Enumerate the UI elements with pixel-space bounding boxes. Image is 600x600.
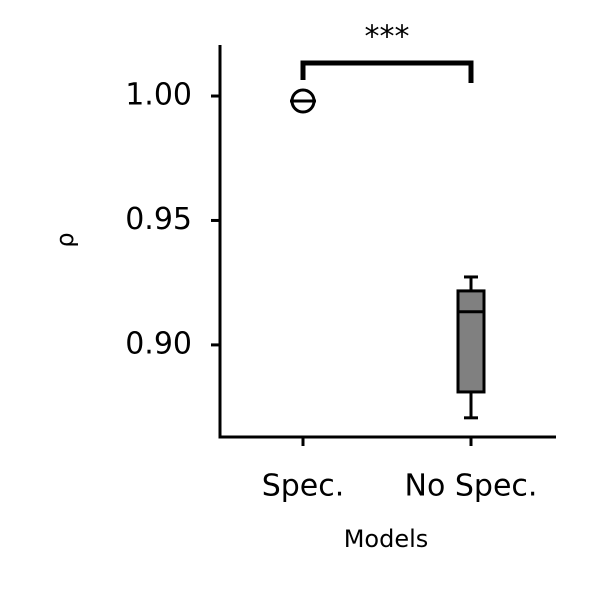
x-axis-label: Models bbox=[344, 525, 429, 553]
x-tick-label: Spec. bbox=[262, 469, 345, 504]
significance-bracket bbox=[300, 60, 474, 83]
significance-label: *** bbox=[365, 20, 410, 55]
y-tick-label: 0.95 bbox=[125, 202, 192, 237]
y-tick-label: 0.90 bbox=[125, 326, 192, 361]
x-tick-label: No Spec. bbox=[405, 469, 538, 504]
y-axis-label: ρ bbox=[51, 232, 79, 247]
box bbox=[456, 289, 486, 394]
y-tick-label: 1.00 bbox=[125, 78, 192, 113]
